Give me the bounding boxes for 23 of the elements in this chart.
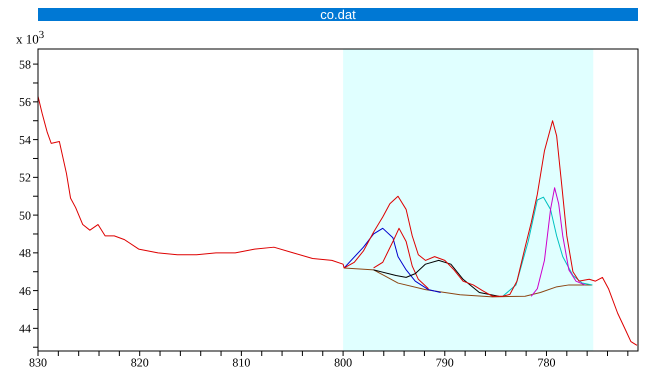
x-tick-label: 830 <box>29 356 47 370</box>
y-axis-title: x 10$^{3}$ <box>16 29 46 46</box>
y-tick-label: 54 <box>19 132 31 147</box>
x-tick-label: 780 <box>537 356 556 370</box>
line-series <box>344 228 442 293</box>
line-series <box>373 260 500 297</box>
line-series <box>530 187 586 297</box>
y-tick-label: 58 <box>19 57 31 72</box>
line-series <box>38 96 638 346</box>
y-tick-label: 46 <box>19 284 31 298</box>
x-tick-label: 810 <box>232 356 250 370</box>
line-series <box>502 196 593 297</box>
y-tick-label: 48 <box>19 246 31 260</box>
x-tick-label: 820 <box>130 356 149 370</box>
y-tick-label: 44 <box>19 322 31 336</box>
line-series <box>344 267 593 298</box>
y-tick-label: 52 <box>19 170 31 185</box>
y-tick-label: 50 <box>19 208 31 222</box>
chart-title: co.dat <box>38 7 638 22</box>
x-tick-label: 790 <box>436 356 454 370</box>
x-tick-label: 800 <box>334 356 352 370</box>
line-series <box>373 228 430 290</box>
y-tick-label: 56 <box>19 95 31 110</box>
